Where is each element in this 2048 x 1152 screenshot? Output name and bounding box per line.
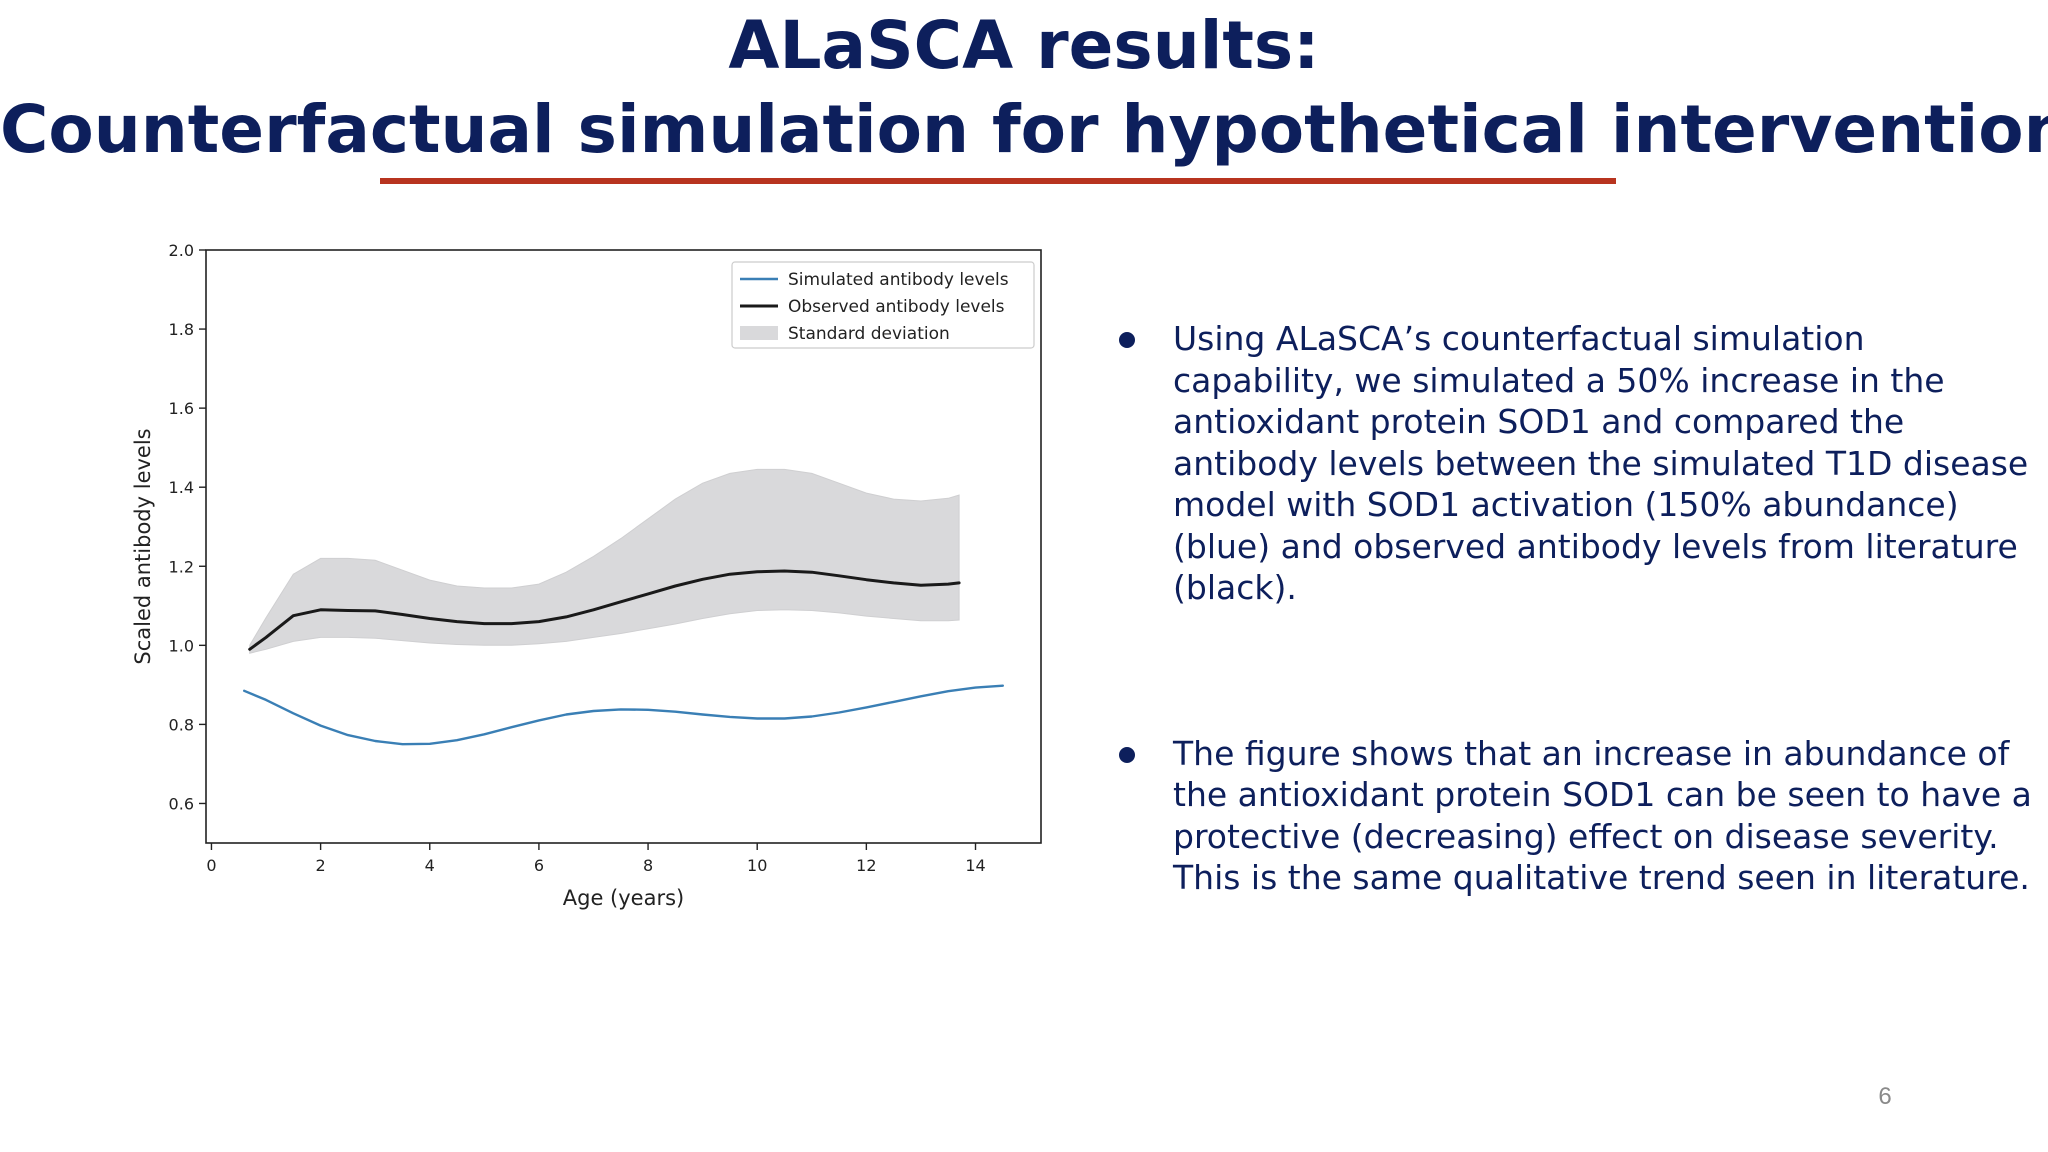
slide-title: ALaSCA results: Counterfactual simulatio… [0, 4, 2048, 172]
y-tick-label: 1.0 [169, 636, 194, 655]
y-tick-label: 1.8 [169, 320, 194, 339]
bullet-list: Using ALaSCA’s counterfactual simulation… [1110, 318, 2040, 899]
bullet-text-2: The figure shows that an increase in abu… [1173, 733, 2032, 898]
legend-simulated-label: Simulated antibody levels [788, 270, 1009, 290]
title-line-1: ALaSCA results: [728, 7, 1320, 84]
y-tick-label: 1.2 [169, 557, 194, 576]
y-tick-label: 0.6 [169, 794, 194, 813]
std-deviation-band [249, 468, 960, 654]
bullet-item-1: Using ALaSCA’s counterfactual simulation… [1110, 318, 2040, 609]
simulated-antibody-line [242, 684, 1004, 746]
x-tick-label: 6 [534, 856, 544, 875]
bullet-text-1: Using ALaSCA’s counterfactual simulation… [1173, 319, 2029, 607]
antibody-chart-svg: 0.6 0.8 1.0 1.2 1.4 1.6 1.8 2.0 0 2 4 6 8 10 12 14 Age (… [131, 241, 1042, 910]
x-tick-label: 8 [643, 856, 653, 875]
x-tick-label: 4 [425, 856, 435, 875]
legend-observed-label: Observed antibody levels [788, 297, 1005, 317]
legend-box [731, 261, 1035, 349]
y-tick-label: 0.8 [169, 715, 194, 734]
y-tick-label: 1.6 [169, 399, 194, 418]
x-tick-label: 10 [747, 856, 767, 875]
observed-antibody-line [248, 569, 961, 651]
legend-std-deviation-label: Standard deviation [788, 324, 950, 344]
legend-std-deviation-swatch [740, 326, 778, 340]
y-tick-label: 1.4 [169, 478, 194, 497]
title-line-2: Counterfactual simulation for hypothetic… [0, 91, 2048, 168]
bullet-dot-icon [1119, 746, 1135, 763]
x-tick-label: 14 [965, 856, 985, 875]
plot-frame [205, 249, 1042, 844]
y-tick-label: 2.0 [169, 241, 194, 260]
x-axis-label: Age (years) [563, 886, 684, 910]
y-axis-label: Scaled antibody levels [131, 428, 155, 664]
x-tick-label: 12 [856, 856, 876, 875]
title-underline [380, 178, 1616, 184]
x-tick-label: 2 [316, 856, 326, 875]
page-number: 6 [1878, 1083, 1892, 1110]
bullet-item-2: The figure shows that an increase in abu… [1110, 733, 2040, 899]
bullet-dot-icon [1119, 332, 1135, 348]
antibody-chart: 0.6 0.8 1.0 1.2 1.4 1.6 1.8 2.0 0 2 4 6 8 10 12 14 Age (… [120, 228, 1060, 928]
x-tick-label: 0 [206, 856, 216, 875]
